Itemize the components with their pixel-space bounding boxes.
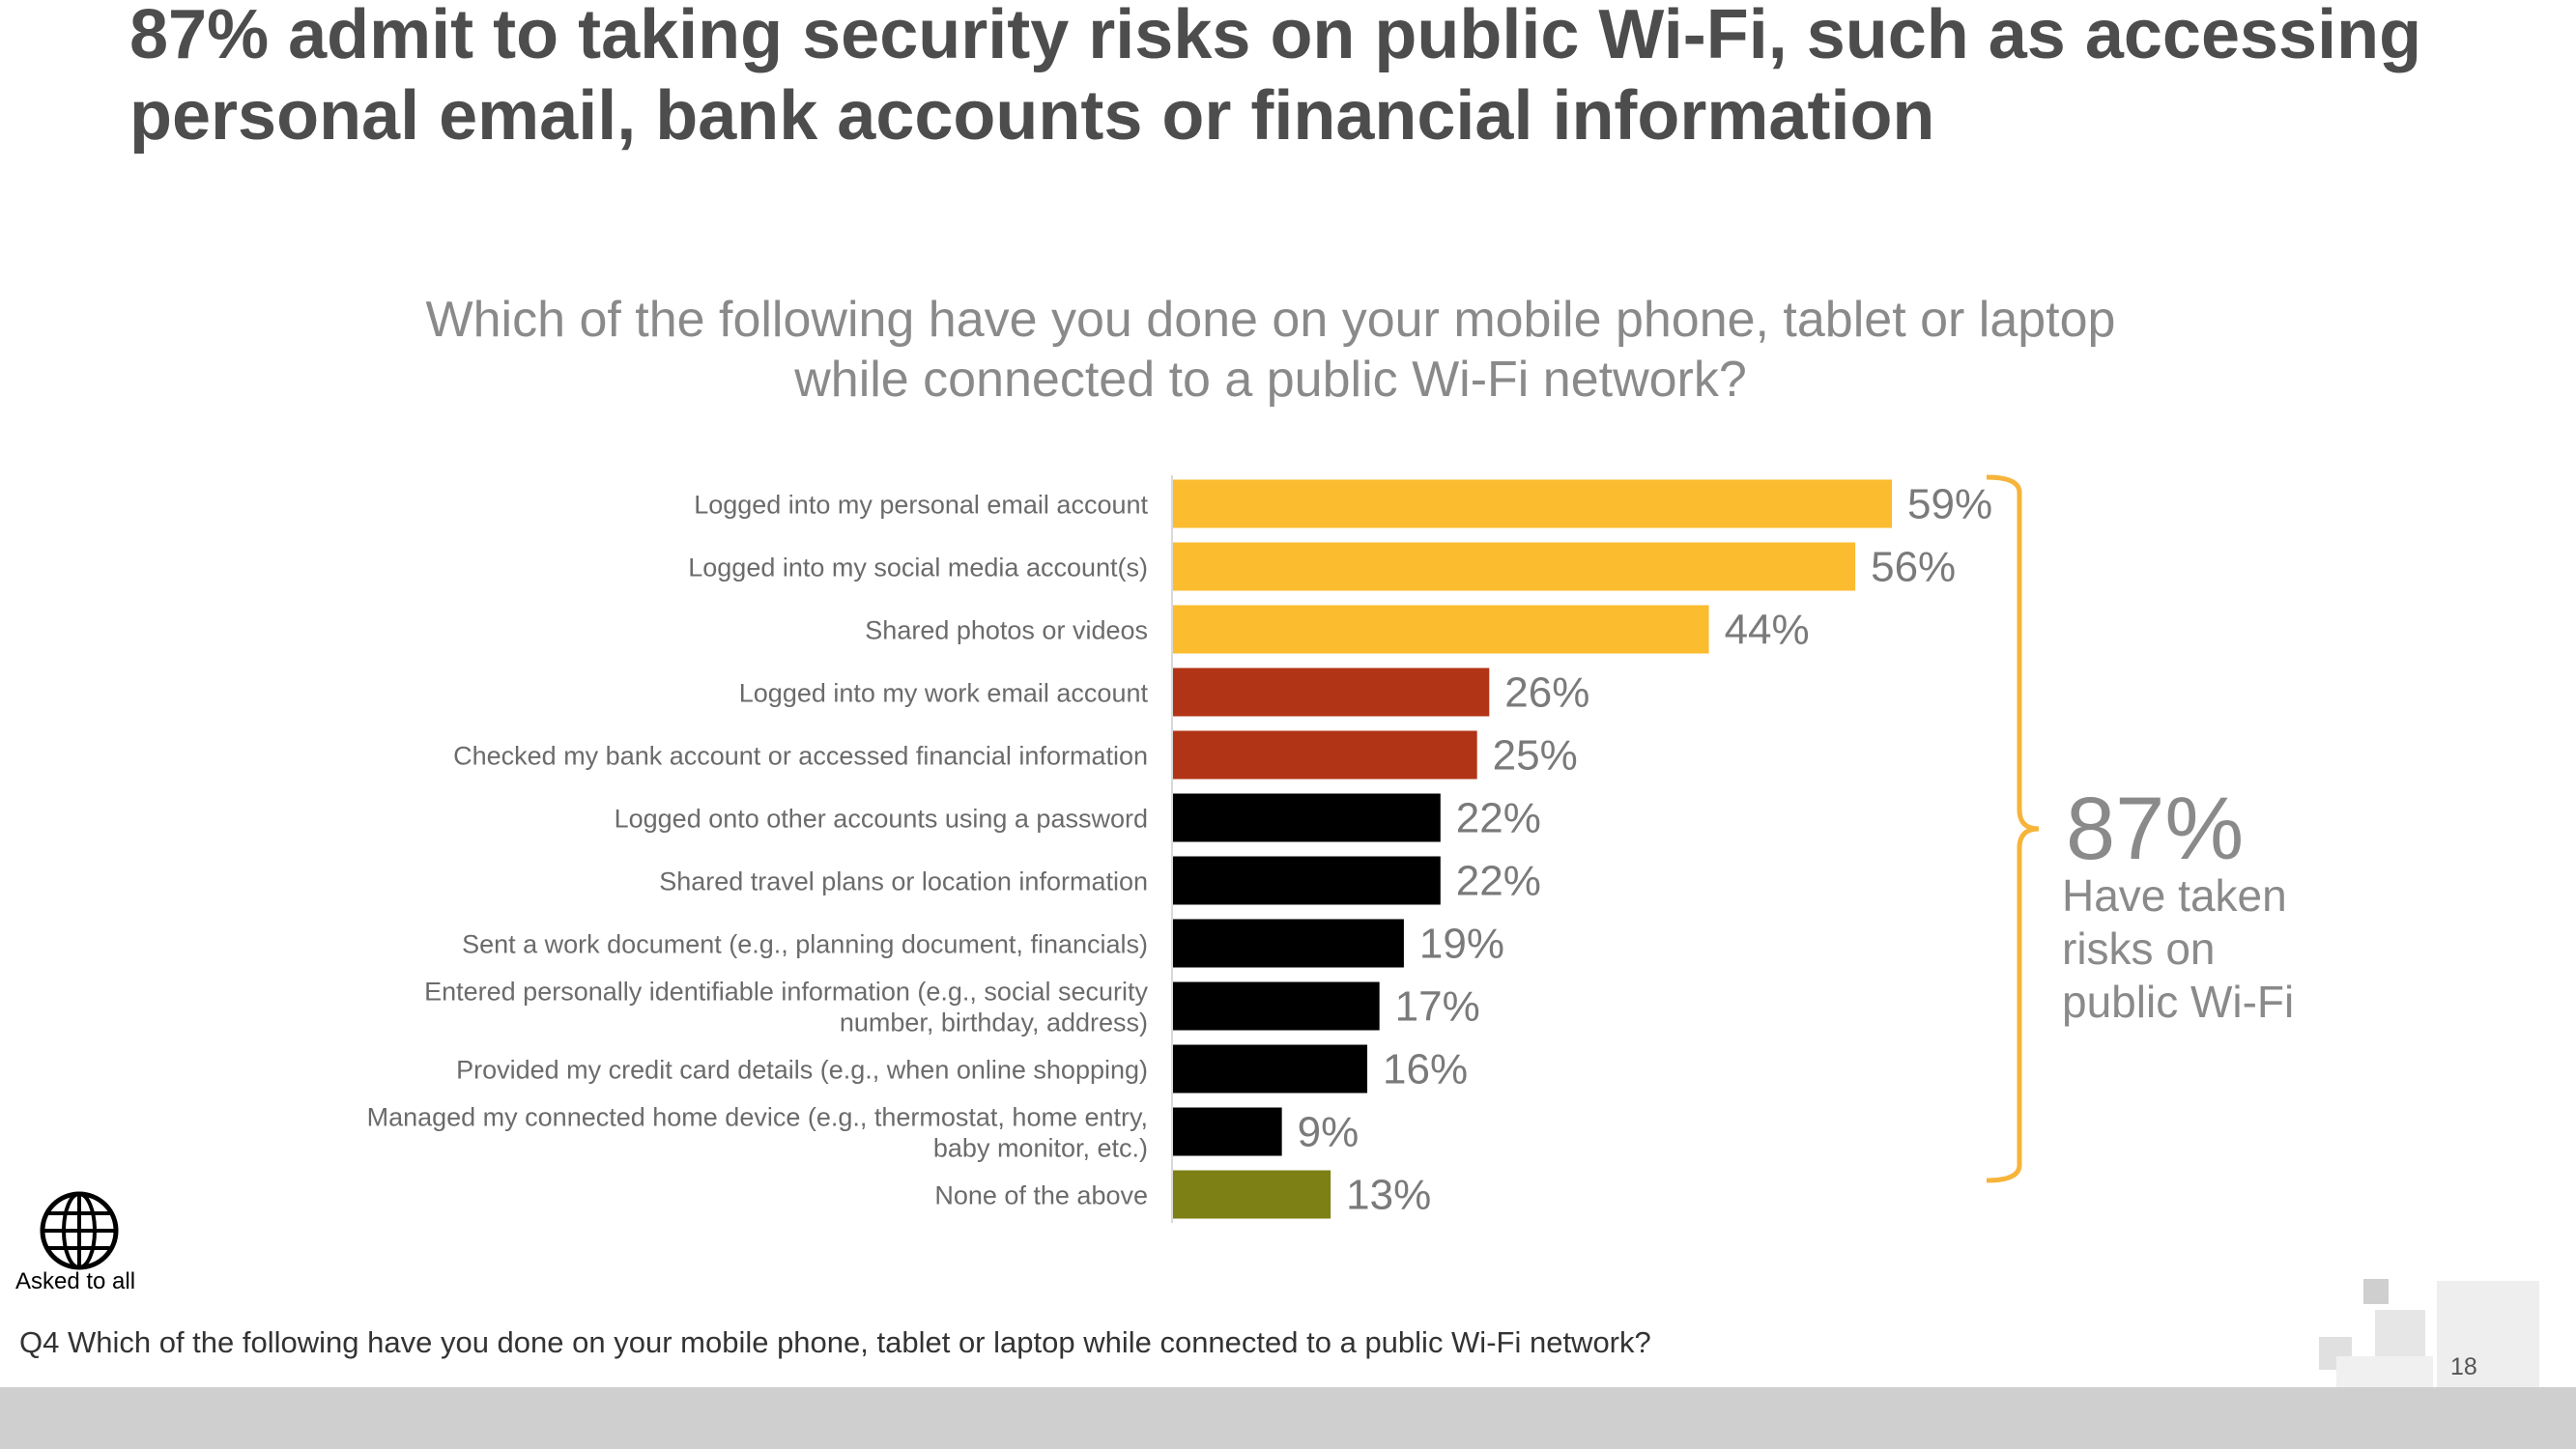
category-label: Entered personally identifiable informat… [424, 978, 1148, 1037]
value-labels: 59% 56% 44% 26% 25% 22% 22% 19% 17% 16% 9% 13% [1298, 481, 1992, 1219]
bar [1172, 668, 1490, 717]
category-label: Sent a work document (e.g., planning doc… [462, 930, 1148, 959]
category-label: Logged into my social media account(s) [688, 554, 1148, 582]
value-label: 44% [1725, 607, 1810, 654]
page-number: 18 [2450, 1353, 2477, 1380]
category-label: Logged into my personal email account [694, 491, 1148, 520]
value-label: 22% [1456, 795, 1541, 842]
chart-question: Which of the following have you done on … [425, 292, 2116, 408]
value-label: 59% [1907, 481, 1992, 528]
value-label: 17% [1395, 983, 1480, 1031]
value-label: 25% [1493, 732, 1578, 780]
category-label: Shared travel plans or location informat… [659, 867, 1148, 896]
category-label: Managed my connected home device (e.g., … [367, 1103, 1148, 1163]
callout-bracket [1986, 474, 2040, 1183]
bar [1172, 919, 1404, 968]
category-label: Shared photos or videos [865, 616, 1148, 645]
bar [1172, 1170, 1331, 1219]
category-label: Logged into my work email account [739, 679, 1149, 708]
bar-chart: Logged into my personal email account Log… [367, 474, 2040, 1223]
category-label: None of the above [934, 1181, 1148, 1210]
decor-square [2363, 1279, 2389, 1304]
globe-icon [40, 1191, 119, 1270]
value-label: 13% [1346, 1172, 1431, 1219]
bar [1172, 605, 1709, 654]
category-labels: Logged into my personal email account Log… [367, 491, 1149, 1210]
decor-square [2437, 1281, 2539, 1387]
decor-square [2375, 1310, 2425, 1360]
decor-square [2336, 1356, 2433, 1387]
bar [1172, 542, 1856, 591]
bar [1172, 1044, 1368, 1094]
callout-text: Have taken risks on public Wi-Fi [2062, 870, 2295, 1027]
callout-value: 87% [2066, 780, 2245, 878]
value-label: 22% [1456, 858, 1541, 905]
category-label: Logged onto other accounts using a passw… [615, 805, 1148, 834]
category-label: Provided my credit card details (e.g., w… [456, 1056, 1148, 1085]
value-label: 9% [1298, 1109, 1360, 1156]
slide-title: 87% admit to taking security risks on pu… [129, 0, 2422, 155]
category-label: Checked my bank account or accessed fina… [453, 742, 1148, 771]
bar [1172, 856, 1441, 905]
bar [1172, 730, 1477, 780]
bar [1172, 479, 1892, 528]
footer-bar [0, 1387, 2576, 1449]
value-label: 16% [1383, 1046, 1468, 1094]
value-label: 26% [1504, 669, 1589, 717]
bars [1172, 479, 1892, 1219]
asked-to-label: Asked to all [15, 1268, 136, 1294]
bar [1172, 793, 1441, 842]
bar [1172, 1107, 1282, 1156]
value-label: 19% [1419, 921, 1504, 968]
question-footnote: Q4 Which of the following have you done … [19, 1325, 1651, 1359]
bar [1172, 981, 1380, 1031]
value-label: 56% [1871, 544, 1956, 591]
